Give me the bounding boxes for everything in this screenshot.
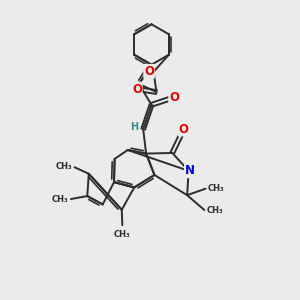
Text: N: N xyxy=(185,164,195,177)
Text: CH₃: CH₃ xyxy=(207,184,224,193)
Text: CH₃: CH₃ xyxy=(56,161,72,170)
Text: CH₃: CH₃ xyxy=(52,194,69,203)
Text: O: O xyxy=(132,82,142,96)
Text: H: H xyxy=(130,122,138,132)
Text: O: O xyxy=(169,91,179,104)
Text: CH₃: CH₃ xyxy=(206,206,223,214)
Text: O: O xyxy=(144,65,154,78)
Text: CH₃: CH₃ xyxy=(114,230,131,239)
Text: O: O xyxy=(178,123,189,136)
